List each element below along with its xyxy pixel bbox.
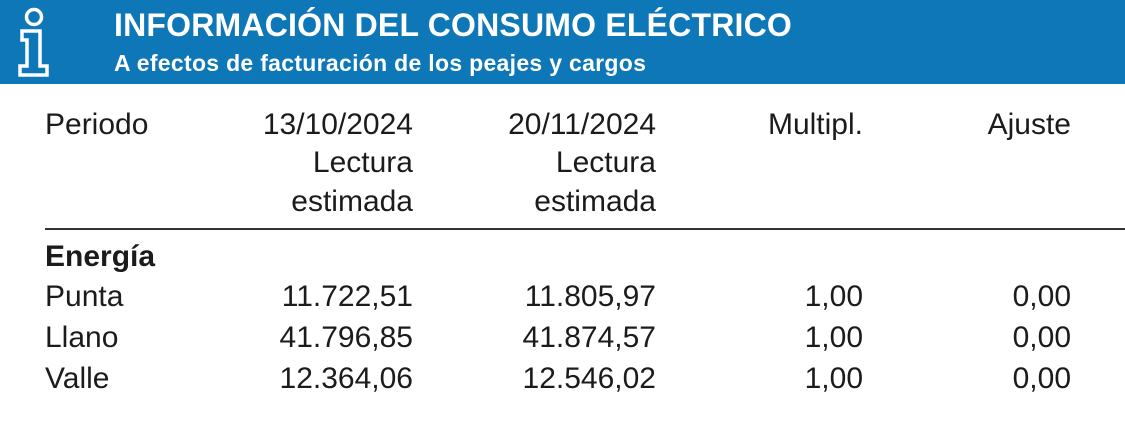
banner-subtitle: A efectos de facturación de los peajes y… bbox=[114, 50, 647, 76]
column-header-date-1-note: Lectura bbox=[312, 146, 413, 179]
row-label: Punta bbox=[45, 280, 124, 313]
section-title-energia: Energía bbox=[45, 240, 156, 273]
header-banner bbox=[11, 0, 1125, 84]
banner-title: INFORMACIÓN DEL CONSUMO ELÉCTRICO bbox=[114, 7, 793, 43]
table-row: Llano 41.796,85 41.874,57 1,00 0,00 bbox=[0, 318, 1125, 358]
info-icon bbox=[0, 0, 84, 84]
table-row: Valle 12.364,06 12.546,02 1,00 0,00 bbox=[0, 359, 1125, 399]
reading-date-2: 11.805,97 bbox=[524, 280, 656, 313]
multiplier-value: 1,00 bbox=[804, 321, 863, 354]
row-label: Llano bbox=[45, 321, 119, 354]
row-label: Valle bbox=[45, 362, 110, 395]
adjustment-value: 0,00 bbox=[1012, 280, 1071, 313]
reading-date-2: 41.874,57 bbox=[522, 321, 656, 354]
table-row: Punta 11.722,51 11.805,97 1,00 0,00 bbox=[0, 277, 1125, 317]
multiplier-value: 1,00 bbox=[804, 362, 863, 395]
column-header-date-2-note: estimada bbox=[534, 185, 656, 218]
column-header-periodo: Periodo bbox=[45, 108, 149, 141]
column-header-date-2-note: Lectura bbox=[555, 146, 656, 179]
column-header-multipl: Multipl. bbox=[767, 108, 863, 141]
adjustment-value: 0,00 bbox=[1012, 362, 1071, 395]
adjustment-value: 0,00 bbox=[1012, 321, 1071, 354]
reading-date-1: 12.364,06 bbox=[279, 362, 413, 395]
header-divider bbox=[45, 228, 1125, 230]
column-header-ajuste: Ajuste bbox=[987, 108, 1071, 141]
multiplier-value: 1,00 bbox=[804, 280, 863, 313]
column-header-date-1-note: estimada bbox=[291, 185, 413, 218]
column-header-date-1: 13/10/2024 bbox=[262, 108, 413, 141]
column-header-date-2: 20/11/2024 bbox=[508, 108, 656, 141]
reading-date-1: 41.796,85 bbox=[279, 321, 413, 354]
reading-date-1: 11.722,51 bbox=[281, 280, 413, 313]
reading-date-2: 12.546,02 bbox=[522, 362, 656, 395]
